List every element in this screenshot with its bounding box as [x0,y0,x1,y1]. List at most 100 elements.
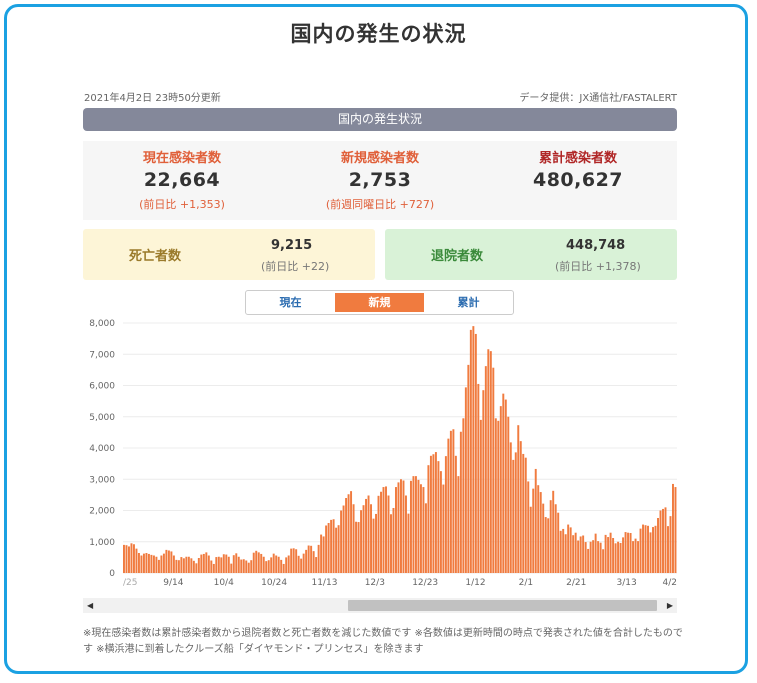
y-tick-label: 1,000 [89,538,115,548]
bar [307,545,310,573]
y-tick-label: 6,000 [89,382,115,392]
bar [315,557,318,573]
bar [220,557,223,574]
bar [422,487,425,573]
bar [529,506,532,573]
tab-total[interactable]: 累計 [457,296,480,309]
bar [669,516,672,574]
bar [584,542,587,573]
bar [582,535,585,573]
x-tick-label: 4/2 [663,578,677,588]
bar [362,505,365,573]
bar [594,533,597,574]
bar [464,387,467,574]
bar [240,559,243,573]
bar [509,442,512,574]
bar [404,495,407,573]
bar [654,525,657,573]
bar [664,507,667,574]
bar [519,441,522,574]
bar [377,495,380,573]
bar [390,514,392,573]
bar [537,485,540,573]
bar [439,471,442,574]
bar [444,456,447,574]
bar [352,504,355,573]
bar [609,532,612,573]
stat-new-cases: 新規感染者数 2,753 (前週同曜日比 +727) [281,147,479,212]
bar [385,486,387,573]
bar [282,563,285,573]
deaths-value: 9,215 [271,238,313,253]
bar [227,556,230,573]
scroll-left-arrow-icon[interactable]: ◀ [87,601,94,610]
bar [629,533,632,573]
bar [652,527,654,573]
bar [302,553,305,574]
bar [647,525,649,573]
bar [417,479,420,574]
bar [312,551,315,574]
bar [317,544,320,574]
bar [602,549,605,573]
bar [382,487,385,573]
bar [532,488,535,574]
bar [467,364,470,574]
chart-scrollbar[interactable]: ◀ ▶ [83,598,677,613]
bar [250,560,253,573]
bar [574,532,577,573]
bar [424,503,427,573]
scrollbar-thumb[interactable] [348,600,657,611]
bar [357,522,360,573]
bar [200,554,203,573]
bar [612,538,615,573]
bar [267,560,270,573]
bar [539,492,542,573]
tab-new[interactable]: 新規 [335,293,424,312]
bar [375,513,377,573]
bar [577,540,580,573]
bar [252,552,255,573]
bar [502,393,505,574]
bar [462,418,465,573]
bar [562,528,565,573]
bar [504,399,507,573]
stat-current-cases: 現在感染者数 22,664 (前日比 +1,353) [83,147,281,212]
bar [192,560,195,573]
bar [320,534,323,573]
bar [217,556,220,573]
y-tick-label: 7,000 [89,350,115,360]
bar [285,557,288,574]
deaths-delta: (前日比 +22) [261,260,330,273]
bar [265,561,268,574]
bar [172,555,175,573]
x-tick-label: 12/3 [365,578,385,588]
new-cases-bar-chart: 8,000 7,000 6,000 5,000 4,000 3,000 2,000 1,000… [89,319,677,588]
bar [622,537,625,574]
bar [170,551,173,573]
bar [157,559,160,574]
bar [177,560,180,573]
bar [564,534,567,573]
bar [150,554,153,574]
bar [232,555,235,573]
bar [587,548,590,573]
bar [145,553,148,573]
bar [434,452,437,573]
bar [437,461,440,574]
tab-current[interactable]: 現在 [279,296,302,309]
bar [644,525,647,573]
bar [517,425,520,573]
bar [337,525,340,573]
bar [449,430,452,573]
stat-delta: (前週同曜日比 +727) [325,198,435,211]
x-tick-label: 11/13 [311,578,337,588]
bar [225,554,228,573]
bar [272,553,275,574]
bar [637,541,640,574]
bar [499,406,502,574]
x-tick-label: 2/21 [566,578,586,588]
scroll-right-arrow-icon[interactable]: ▶ [666,601,673,610]
bar [572,535,575,573]
bar [262,556,265,573]
